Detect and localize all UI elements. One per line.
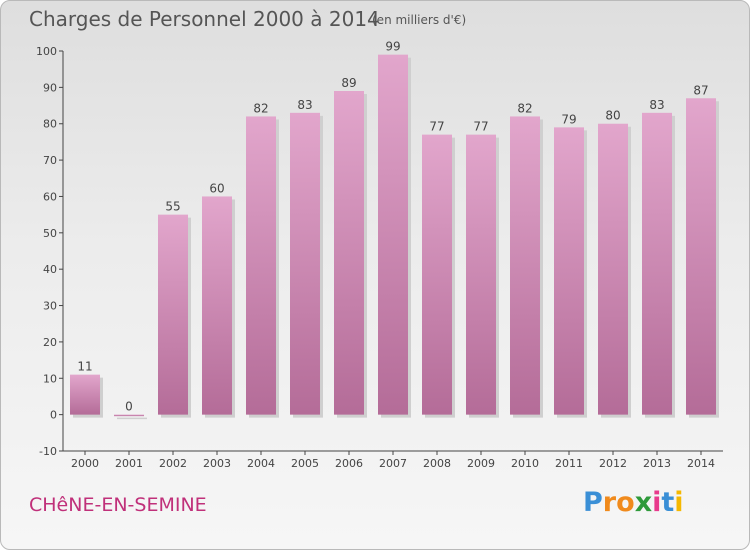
bar [70,374,100,415]
bar-value-label: 60 [209,181,224,195]
y-tick-label: 70 [43,154,57,167]
commune-name: CHêNE-EN-SEMINE [29,494,207,516]
x-tick-label: 2004 [247,457,275,470]
bar [246,116,276,415]
x-tick-label: 2005 [291,457,319,470]
proxiti-logo: Proxiti [583,487,684,518]
y-tick-label: 40 [43,263,57,276]
bar-value-label: 83 [297,98,312,112]
y-tick-label: 10 [43,372,57,385]
y-tick-label: 30 [43,300,57,313]
logo-letter: i [652,487,662,518]
x-tick-label: 2008 [423,457,451,470]
bar-value-label: 79 [561,112,576,126]
bar [334,91,364,415]
y-tick-label: 50 [43,227,57,240]
x-tick-label: 2000 [71,457,99,470]
x-tick-label: 2011 [555,457,583,470]
x-tick-label: 2014 [687,457,715,470]
bar [114,414,144,417]
x-tick-label: 2003 [203,457,231,470]
y-tick-label: -10 [39,445,57,458]
logo-letter: o [616,487,635,518]
x-tick-label: 2013 [643,457,671,470]
y-tick-label: 20 [43,336,57,349]
logo-letter: x [634,487,653,518]
y-tick-label: 0 [50,409,57,422]
bar-value-label: 82 [517,101,532,115]
x-tick-label: 2002 [159,457,187,470]
bar-value-label: 55 [165,200,180,214]
bar [686,98,716,415]
bar [554,127,584,415]
bar [290,112,320,415]
bar [510,116,540,415]
bar-value-label: 89 [341,76,356,90]
x-tick-label: 2009 [467,457,495,470]
bar-value-label: 77 [429,120,444,134]
y-tick-label: 60 [43,190,57,203]
x-tick-label: 2012 [599,457,627,470]
bar [642,112,672,415]
x-tick-label: 2010 [511,457,539,470]
bar [466,134,496,415]
y-tick-label: 80 [43,118,57,131]
bar-value-label: 77 [473,120,488,134]
x-tick-label: 2007 [379,457,407,470]
bar-value-label: 87 [693,83,708,97]
chart-subtitle: (en milliers d'€) [372,13,467,27]
y-tick-label: 100 [36,45,57,58]
bar [202,196,232,415]
bar [422,134,452,415]
x-tick-label: 2006 [335,457,363,470]
bar-value-label: 11 [77,360,92,374]
logo-letter: i [674,487,684,518]
bar-value-label: 99 [385,40,400,54]
logo-letter: t [661,487,675,518]
x-tick-label: 2001 [115,457,143,470]
bar-shadow [117,417,147,420]
bar-value-label: 82 [253,101,268,115]
bar-value-label: 0 [125,400,133,414]
bar [378,54,408,415]
bar [598,123,628,415]
y-tick-label: 90 [43,81,57,94]
logo-letter: P [583,487,603,518]
bar [158,214,188,415]
logo-letter: r [602,487,617,518]
bar-value-label: 83 [649,98,664,112]
bar-value-label: 80 [605,109,620,123]
chart-title: Charges de Personnel 2000 à 2014 [29,7,380,31]
